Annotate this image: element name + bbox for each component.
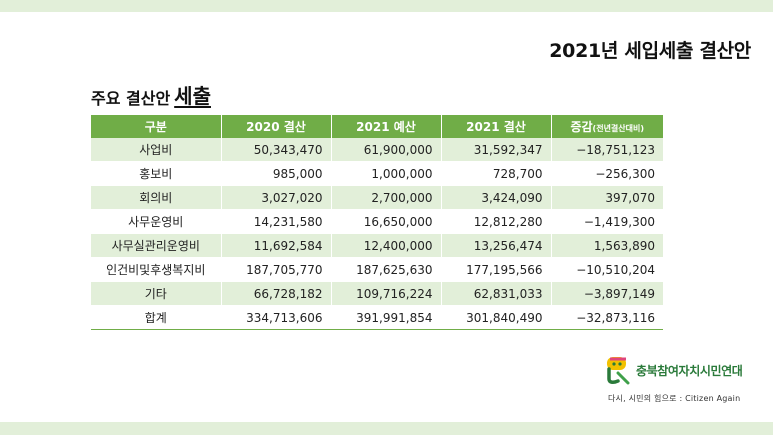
section-title: 주요 결산안 세출 <box>91 80 211 109</box>
cell-category: 사업비 <box>91 138 222 162</box>
cell-2021-settlement: 62,831,033 <box>441 281 552 306</box>
table-row: 사업비 50,343,470 61,900,000 31,592,347 −18… <box>91 138 663 162</box>
cell-2021-settlement: 728,700 <box>441 161 552 186</box>
cell-2021-budget: 187,625,630 <box>331 257 442 282</box>
page-title: 2021년 세입세출 결산안 <box>549 40 751 62</box>
cell-2021-settlement: 31,592,347 <box>441 138 552 162</box>
section-title-emphasis: 세출 <box>174 84 211 108</box>
cell-2021-settlement: 13,256,474 <box>441 233 552 258</box>
table-row: 인건비및후생복지비 187,705,770 187,625,630 177,19… <box>91 257 663 282</box>
table-row-total: 합계 334,713,606 391,991,854 301,840,490 −… <box>91 305 663 330</box>
cell-2021-budget: 61,900,000 <box>331 138 442 162</box>
top-band <box>0 0 773 12</box>
cell-change: −18,751,123 <box>551 138 663 162</box>
cell-2020-settlement: 66,728,182 <box>221 281 332 306</box>
cell-2020-settlement: 985,000 <box>221 161 332 186</box>
header-2021-settlement: 2021 결산 <box>441 115 552 138</box>
cell-change: −32,873,116 <box>551 305 663 330</box>
cell-2021-settlement: 3,424,090 <box>441 185 552 210</box>
cell-2021-budget: 12,400,000 <box>331 233 442 258</box>
header-2020-settlement: 2020 결산 <box>221 115 332 138</box>
bottom-band <box>0 422 773 435</box>
table-header-row: 구분 2020 결산 2021 예산 2021 결산 증감(전년결산대비) <box>91 115 663 138</box>
cell-category: 사무실관리운영비 <box>91 233 222 258</box>
table-row: 홍보비 985,000 1,000,000 728,700 −256,300 <box>91 161 663 186</box>
cell-category: 홍보비 <box>91 161 222 186</box>
organization-slogan: 다시, 시민의 힘으로 : Citizen Again <box>608 394 741 403</box>
cell-category: 합계 <box>91 305 222 330</box>
cell-2020-settlement: 334,713,606 <box>221 305 332 330</box>
header-category: 구분 <box>91 115 222 138</box>
cell-2020-settlement: 14,231,580 <box>221 209 332 234</box>
organization-logo: 충북참여자치시민연대 <box>604 355 743 385</box>
cell-change: −1,419,300 <box>551 209 663 234</box>
cell-category: 회의비 <box>91 185 222 210</box>
cell-2020-settlement: 187,705,770 <box>221 257 332 282</box>
section-title-text: 주요 결산안 <box>91 89 171 108</box>
cell-2021-budget: 391,991,854 <box>331 305 442 330</box>
logo-mark-icon <box>607 357 630 385</box>
cell-2021-budget: 16,650,000 <box>331 209 442 234</box>
cell-2021-settlement: 301,840,490 <box>441 305 552 330</box>
table-row: 사무실관리운영비 11,692,584 12,400,000 13,256,47… <box>91 233 663 258</box>
cell-change: −256,300 <box>551 161 663 186</box>
cell-2021-settlement: 12,812,280 <box>441 209 552 234</box>
cell-category: 기타 <box>91 281 222 306</box>
budget-table: 구분 2020 결산 2021 예산 2021 결산 증감(전년결산대비) 사업… <box>91 115 663 330</box>
organization-name: 충북참여자치시민연대 <box>636 363 743 378</box>
cell-2021-budget: 1,000,000 <box>331 161 442 186</box>
cell-2021-settlement: 177,195,566 <box>441 257 552 282</box>
table-row: 회의비 3,027,020 2,700,000 3,424,090 397,07… <box>91 185 663 210</box>
header-change: 증감(전년결산대비) <box>551 115 663 138</box>
header-2021-budget: 2021 예산 <box>331 115 442 138</box>
cell-2021-budget: 109,716,224 <box>331 281 442 306</box>
cell-2021-budget: 2,700,000 <box>331 185 442 210</box>
cell-category: 사무운영비 <box>91 209 222 234</box>
cell-change: −3,897,149 <box>551 281 663 306</box>
table-row: 기타 66,728,182 109,716,224 62,831,033 −3,… <box>91 281 663 306</box>
cell-2020-settlement: 50,343,470 <box>221 138 332 162</box>
cell-change: 397,070 <box>551 185 663 210</box>
table-row: 사무운영비 14,231,580 16,650,000 12,812,280 −… <box>91 209 663 234</box>
cell-change: 1,563,890 <box>551 233 663 258</box>
cell-category: 인건비및후생복지비 <box>91 257 222 282</box>
cell-2020-settlement: 3,027,020 <box>221 185 332 210</box>
cell-2020-settlement: 11,692,584 <box>221 233 332 258</box>
cell-change: −10,510,204 <box>551 257 663 282</box>
